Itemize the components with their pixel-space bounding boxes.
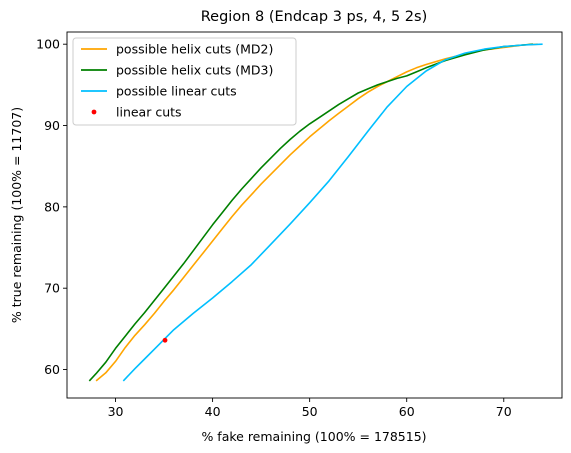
- series-line-possible-helix-cuts-md3: [88, 43, 533, 382]
- series-line-possible-helix-cuts-md2: [95, 43, 538, 382]
- data-point-linear-cuts: [162, 337, 168, 343]
- y-axis: 60 70 80 90 100: [36, 37, 67, 377]
- x-tick-label: 50: [302, 404, 318, 419]
- legend-swatch-linear-cuts: [91, 109, 97, 115]
- legend-label-linear-cuts: linear cuts: [116, 105, 182, 120]
- y-tick-label: 100: [36, 37, 60, 52]
- y-tick-label: 90: [44, 118, 60, 133]
- y-tick-label: 80: [44, 199, 60, 214]
- x-tick-label: 30: [108, 404, 124, 419]
- x-axis-label: % fake remaining (100% = 178515): [201, 429, 426, 444]
- legend-label-possible-helix-cuts-md3: possible helix cuts (MD3): [116, 63, 273, 78]
- y-tick-label: 70: [44, 281, 60, 296]
- plot-frame: [66, 31, 563, 399]
- plot-area: [88, 43, 543, 382]
- x-tick-label: 60: [399, 404, 415, 419]
- y-axis-label: % true remaining (100% = 11707): [9, 107, 24, 323]
- legend-label-possible-helix-cuts-md2: possible helix cuts (MD2): [116, 42, 273, 57]
- x-tick-label: 40: [205, 404, 221, 419]
- legend-box: [72, 37, 297, 126]
- legend-label-possible-linear-cuts: possible linear cuts: [116, 84, 237, 99]
- chart-title: Region 8 (Endcap 3 ps, 4, 5 2s): [201, 9, 428, 25]
- x-axis: 30 40 50 60 70: [108, 398, 512, 419]
- legend: possible helix cuts (MD2) possible helix …: [72, 37, 297, 126]
- y-tick-label: 60: [44, 362, 60, 377]
- x-tick-label: 70: [496, 404, 512, 419]
